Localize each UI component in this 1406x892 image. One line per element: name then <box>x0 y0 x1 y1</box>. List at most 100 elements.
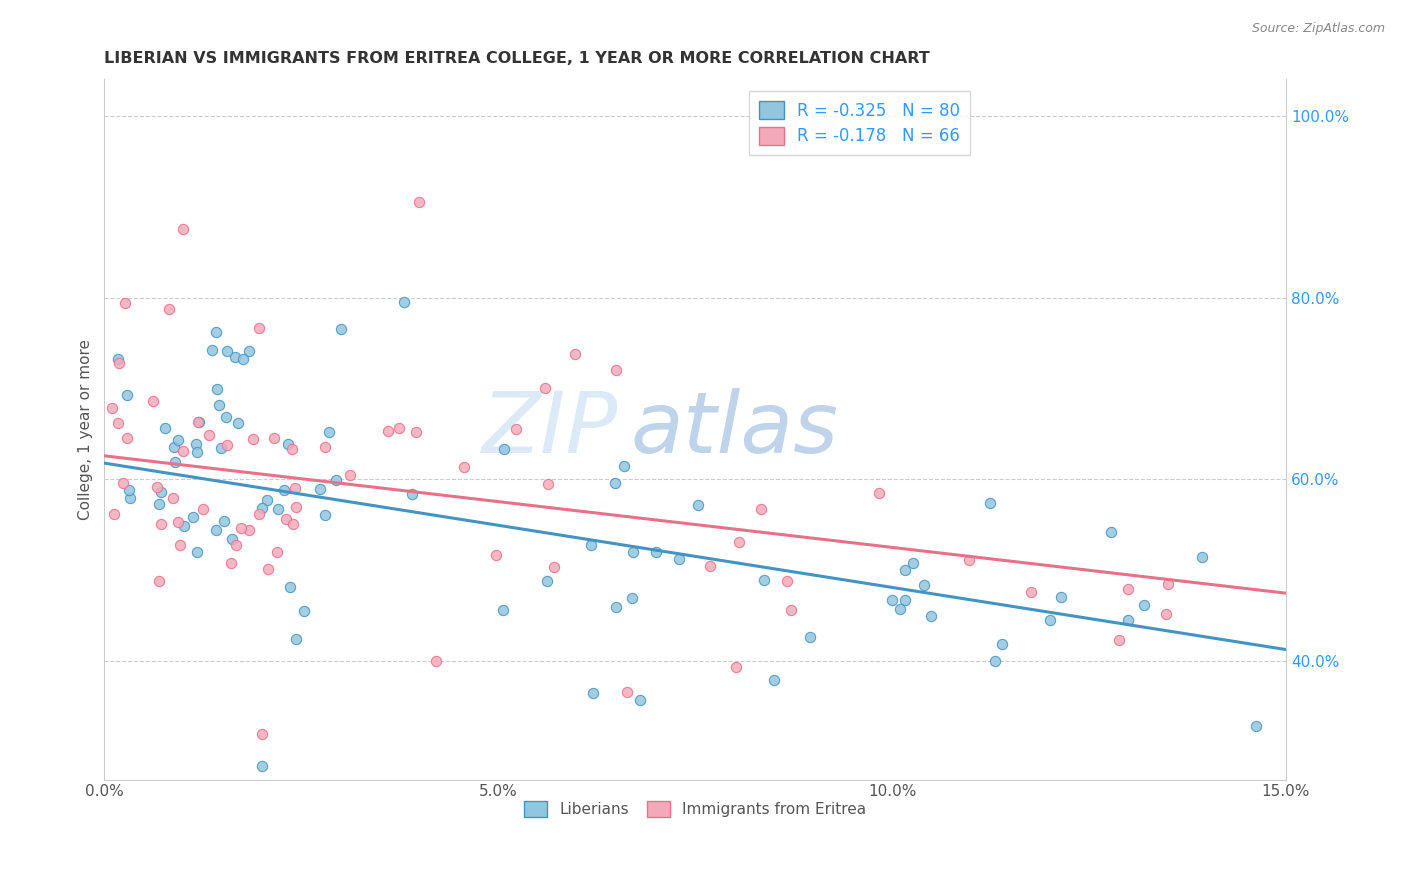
Point <box>1099 524 1122 539</box>
Point <box>181 509 204 524</box>
Point <box>1244 719 1267 733</box>
Point <box>339 467 361 482</box>
Point <box>959 553 981 567</box>
Text: Source: ZipAtlas.com: Source: ZipAtlas.com <box>1251 22 1385 36</box>
Point <box>621 545 644 559</box>
Point <box>686 498 709 512</box>
Point <box>205 382 228 396</box>
Point <box>201 343 224 358</box>
Point <box>1118 582 1140 596</box>
Point <box>256 493 278 508</box>
Point <box>142 394 165 409</box>
Point <box>284 481 307 495</box>
Point <box>169 538 191 552</box>
Point <box>221 532 243 546</box>
Point <box>277 437 299 451</box>
Point <box>668 551 690 566</box>
Point <box>101 401 124 415</box>
Point <box>103 508 125 522</box>
Point <box>118 491 141 505</box>
Point <box>108 356 131 370</box>
Point <box>247 321 270 335</box>
Point <box>167 515 190 529</box>
Point <box>257 562 280 576</box>
Point <box>579 538 602 552</box>
Point <box>274 512 297 526</box>
Point <box>1019 585 1042 599</box>
Point <box>226 416 249 430</box>
Point <box>266 502 288 516</box>
Point <box>209 441 232 455</box>
Point <box>392 295 415 310</box>
Point <box>292 604 315 618</box>
Point <box>492 603 515 617</box>
Point <box>314 440 336 454</box>
Point <box>252 501 274 516</box>
Point <box>453 460 475 475</box>
Point <box>921 608 943 623</box>
Point <box>242 432 264 446</box>
Point <box>762 673 785 687</box>
Point <box>117 388 139 402</box>
Point <box>1157 577 1180 591</box>
Point <box>894 592 917 607</box>
Point <box>173 518 195 533</box>
Point <box>107 416 129 430</box>
Point <box>217 438 239 452</box>
Point <box>605 363 627 377</box>
Point <box>309 483 332 497</box>
Point <box>984 654 1007 668</box>
Point <box>263 431 285 445</box>
Point <box>167 434 190 448</box>
Point <box>238 343 260 358</box>
Point <box>408 195 430 210</box>
Point <box>280 442 302 456</box>
Point <box>186 545 208 559</box>
Point <box>749 501 772 516</box>
Point <box>1108 632 1130 647</box>
Point <box>903 556 925 570</box>
Point <box>582 686 605 700</box>
Point <box>1039 614 1062 628</box>
Point <box>752 573 775 587</box>
Point <box>533 381 555 395</box>
Point <box>238 523 260 537</box>
Point <box>318 425 340 439</box>
Point <box>628 692 651 706</box>
Point <box>280 580 302 594</box>
Point <box>425 654 447 668</box>
Point <box>172 222 194 236</box>
Point <box>776 574 799 588</box>
Text: atlas: atlas <box>630 388 838 471</box>
Point <box>537 477 560 491</box>
Point <box>224 351 246 365</box>
Point <box>281 516 304 531</box>
Point <box>889 602 911 616</box>
Point <box>191 502 214 516</box>
Point <box>221 556 243 570</box>
Point <box>184 437 207 451</box>
Point <box>148 497 170 511</box>
Point <box>225 538 247 552</box>
Point <box>699 559 721 574</box>
Point <box>115 432 138 446</box>
Point <box>728 534 751 549</box>
Point <box>157 301 180 316</box>
Text: LIBERIAN VS IMMIGRANTS FROM ERITREA COLLEGE, 1 YEAR OR MORE CORRELATION CHART: LIBERIAN VS IMMIGRANTS FROM ERITREA COLL… <box>104 51 931 66</box>
Point <box>250 727 273 741</box>
Point <box>912 577 935 591</box>
Point <box>1050 590 1073 604</box>
Point <box>605 599 627 614</box>
Y-axis label: College, 1 year or more: College, 1 year or more <box>79 339 93 520</box>
Point <box>1118 614 1140 628</box>
Point <box>215 410 238 425</box>
Point <box>153 421 176 435</box>
Point <box>616 685 638 699</box>
Legend: Liberians, Immigrants from Eritrea: Liberians, Immigrants from Eritrea <box>516 793 875 824</box>
Point <box>388 421 411 435</box>
Point <box>250 759 273 773</box>
Point <box>165 455 187 469</box>
Point <box>991 636 1014 650</box>
Point <box>284 632 307 647</box>
Point <box>266 545 288 559</box>
